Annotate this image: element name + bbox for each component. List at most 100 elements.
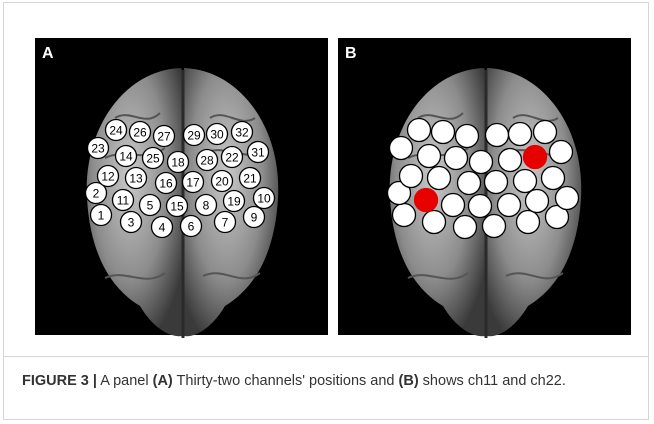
channel-marker xyxy=(467,193,493,219)
channel-marker xyxy=(242,205,266,229)
channel-marker xyxy=(386,180,412,206)
channel-marker xyxy=(454,123,480,149)
channel-number: 20 xyxy=(215,175,229,189)
channel-number: 4 xyxy=(159,221,166,235)
channel-marker xyxy=(124,166,148,190)
channel-marker xyxy=(497,147,523,173)
panel-label: B xyxy=(345,45,357,62)
channel-marker xyxy=(84,181,108,205)
channel-number: 13 xyxy=(129,172,143,186)
channel-number: 19 xyxy=(227,195,241,209)
caption-text: shows ch11 and ch22. xyxy=(418,373,566,389)
caption-text: (A) xyxy=(152,373,173,389)
channel-marker xyxy=(540,165,566,191)
channel-number: 28 xyxy=(200,154,214,168)
channel-marker xyxy=(182,123,206,147)
channel-number: 7 xyxy=(222,216,229,230)
channel-number: 14 xyxy=(119,150,133,164)
channel-marker xyxy=(194,193,218,217)
figure-frame xyxy=(3,2,649,420)
channel-number: 1 xyxy=(98,209,105,223)
channel-number: 25 xyxy=(146,152,160,166)
channel-number: 23 xyxy=(91,142,105,156)
channel-marker xyxy=(512,168,538,194)
channel-number: 5 xyxy=(147,199,154,213)
channel-marker xyxy=(406,117,432,143)
channel-number: 8 xyxy=(203,199,210,213)
channel-marker xyxy=(554,185,580,211)
channel-marker xyxy=(456,170,482,196)
channel-number: 2 xyxy=(93,187,100,201)
channel-number: 17 xyxy=(186,176,200,190)
channel-marker xyxy=(96,164,120,188)
channel-number: 3 xyxy=(128,216,135,230)
channel-marker xyxy=(483,169,509,195)
channel-marker xyxy=(443,145,469,171)
channel-marker xyxy=(246,140,270,164)
channel-marker xyxy=(165,194,189,218)
channel-marker xyxy=(104,118,128,142)
channel-marker xyxy=(220,145,244,169)
channel-number: 12 xyxy=(101,170,115,184)
channel-marker xyxy=(524,188,550,214)
channel-marker xyxy=(141,146,165,170)
channel-marker xyxy=(195,148,219,172)
channel-number: 24 xyxy=(109,124,123,138)
channel-marker xyxy=(398,163,424,189)
channel-marker xyxy=(252,186,276,210)
channel-marker xyxy=(179,214,203,238)
channel-number: 6 xyxy=(188,220,195,234)
channel-marker xyxy=(430,119,456,145)
channel-marker xyxy=(548,139,574,165)
channel-marker xyxy=(452,214,478,240)
highlighted-channel xyxy=(413,187,439,213)
channel-marker xyxy=(138,193,162,217)
channel-marker xyxy=(128,120,152,144)
channel-marker xyxy=(468,149,494,175)
channel-marker xyxy=(152,124,176,148)
channel-marker xyxy=(114,144,138,168)
channel-number: 30 xyxy=(210,128,224,142)
channel-marker xyxy=(388,135,414,161)
channel-marker xyxy=(119,210,143,234)
channel-marker xyxy=(426,165,452,191)
caption: FIGURE 3 | A panel (A) Thirty-two channe… xyxy=(22,370,632,392)
channel-number: 26 xyxy=(133,126,147,140)
channel-number: 22 xyxy=(225,151,239,165)
channel-marker xyxy=(213,210,237,234)
caption-text: (B) xyxy=(398,373,419,389)
channel-number: 18 xyxy=(171,156,185,170)
channel-number: 21 xyxy=(243,172,257,186)
channel-marker xyxy=(532,119,558,145)
channel-marker xyxy=(210,169,234,193)
channel-marker xyxy=(544,204,570,230)
channel-marker xyxy=(507,121,533,147)
channel-marker xyxy=(89,203,113,227)
channel-number: 31 xyxy=(251,146,265,160)
separator xyxy=(3,356,649,357)
channel-number: 27 xyxy=(157,130,171,144)
channel-marker xyxy=(496,192,522,218)
channel-marker xyxy=(421,209,447,235)
channel-marker xyxy=(515,209,541,235)
channel-marker xyxy=(416,143,442,169)
channel-number: 9 xyxy=(251,211,258,225)
channel-number: 32 xyxy=(235,126,249,140)
channel-marker xyxy=(181,170,205,194)
channel-marker xyxy=(481,213,507,239)
channel-number: 15 xyxy=(170,200,184,214)
channel-marker xyxy=(86,136,110,160)
channel-marker xyxy=(391,202,417,228)
channel-marker xyxy=(230,120,254,144)
channel-marker xyxy=(238,166,262,190)
channel-marker xyxy=(150,215,174,239)
channel-marker xyxy=(484,122,510,148)
channel-number: 16 xyxy=(159,177,173,191)
caption-label: FIGURE 3 | xyxy=(22,373,97,389)
caption-text: Thirty-two channels' positions and xyxy=(172,373,399,389)
channel-marker xyxy=(205,122,229,146)
channel-marker xyxy=(222,189,246,213)
channel-number: 29 xyxy=(187,129,201,143)
